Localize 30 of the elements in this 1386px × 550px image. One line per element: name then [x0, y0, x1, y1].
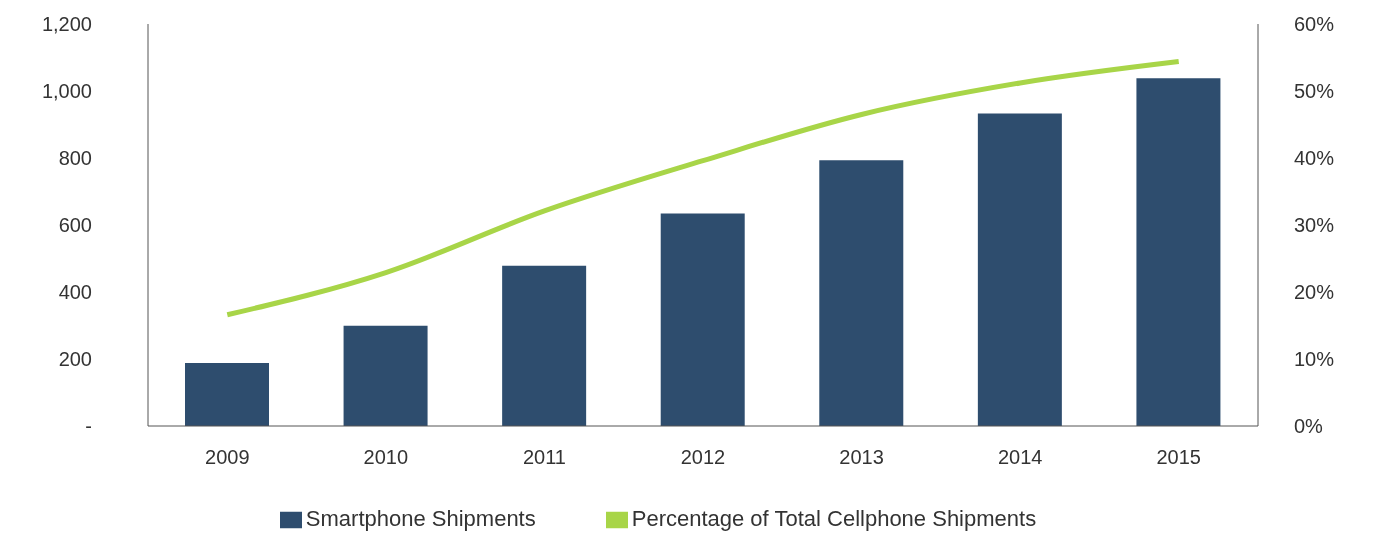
- x-tick-label: 2012: [680, 446, 726, 469]
- y2-tick-label: 60%: [1294, 13, 1335, 36]
- bar: [819, 160, 904, 426]
- x-tick-label: 2009: [205, 446, 250, 469]
- y2-tick-label: 0%: [1294, 415, 1324, 438]
- x-tick-label: 2011: [522, 446, 566, 469]
- y-tick-label: 600: [58, 214, 92, 237]
- bar: [660, 213, 745, 426]
- y2-tick-label: 30%: [1294, 214, 1335, 237]
- y2-tick-label: 40%: [1294, 147, 1335, 170]
- legend-label: Percentage of Total Cellphone Shipments: [631, 506, 1037, 531]
- bar: [502, 265, 587, 426]
- y-tick-label: 1,200: [41, 13, 92, 36]
- y-tick-label: 1,000: [41, 80, 92, 103]
- x-tick-label: 2015: [1156, 446, 1201, 469]
- x-tick-label: 2013: [839, 446, 884, 469]
- bar: [343, 325, 428, 426]
- bar: [977, 113, 1062, 426]
- x-tick-label: 2010: [363, 446, 409, 469]
- legend-label: Smartphone Shipments: [305, 506, 536, 531]
- y2-tick-label: 20%: [1294, 281, 1335, 304]
- y-tick-label: 200: [58, 348, 92, 371]
- x-tick-label: 2014: [997, 446, 1043, 469]
- y2-tick-label: 10%: [1294, 348, 1335, 371]
- y-tick-label: 400: [58, 281, 92, 304]
- bar: [1136, 78, 1221, 426]
- bar: [185, 363, 269, 426]
- y2-tick-label: 50%: [1294, 80, 1335, 103]
- y-tick-label: -: [85, 415, 92, 438]
- y-tick-label: 800: [58, 147, 92, 170]
